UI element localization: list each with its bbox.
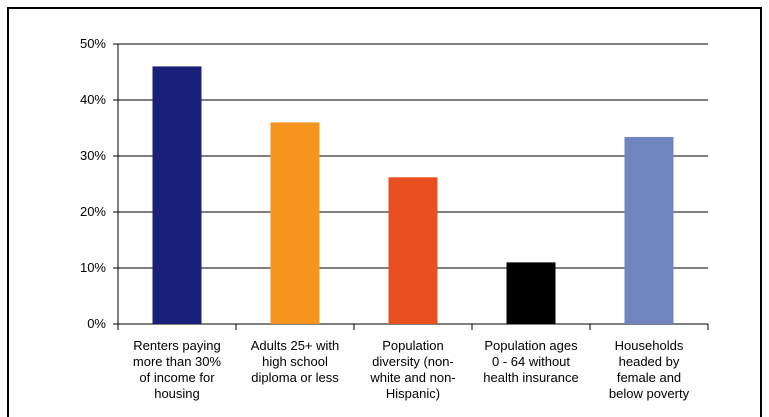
y-tick-label: 40% bbox=[80, 92, 106, 107]
x-category-label: Hispanic) bbox=[386, 386, 440, 401]
x-category-label: 0 - 64 without bbox=[492, 354, 570, 369]
y-tick-label: 10% bbox=[80, 260, 106, 275]
y-tick-label: 30% bbox=[80, 148, 106, 163]
axes: 0% 10% 20% 30% 40% 50% bbox=[80, 36, 709, 331]
x-category-label: white and non- bbox=[369, 370, 455, 385]
gridlines bbox=[118, 43, 708, 269]
y-tick-label: 20% bbox=[80, 204, 106, 219]
bar bbox=[270, 122, 320, 325]
x-category-label: health insurance bbox=[483, 370, 578, 385]
bar bbox=[506, 262, 556, 324]
chart-frame: 0% 10% 20% 30% 40% 50% Renters paying more tha… bbox=[7, 7, 762, 417]
x-category-label: diploma or less bbox=[251, 370, 339, 385]
bar bbox=[388, 177, 438, 324]
x-category-label: female and bbox=[617, 370, 681, 385]
x-category-label: Population ages bbox=[484, 338, 578, 353]
x-category-label: of income for bbox=[139, 370, 215, 385]
y-tick-label: 50% bbox=[80, 36, 106, 51]
x-category-label: Households bbox=[615, 338, 684, 353]
x-category-label: Population bbox=[382, 338, 443, 353]
x-category-label: below poverty bbox=[609, 386, 690, 401]
x-category-label: headed by bbox=[619, 354, 680, 369]
y-tick-label: 0% bbox=[87, 316, 106, 331]
x-category-label: Renters paying bbox=[133, 338, 220, 353]
x-category-label: more than 30% bbox=[133, 354, 222, 369]
bar bbox=[152, 66, 202, 325]
bar bbox=[624, 136, 674, 324]
x-category-label: Adults 25+ with bbox=[251, 338, 340, 353]
bars bbox=[152, 66, 674, 325]
x-category-label: housing bbox=[154, 386, 200, 401]
x-category-label: diversity (non- bbox=[372, 354, 454, 369]
x-category-label: high school bbox=[262, 354, 328, 369]
